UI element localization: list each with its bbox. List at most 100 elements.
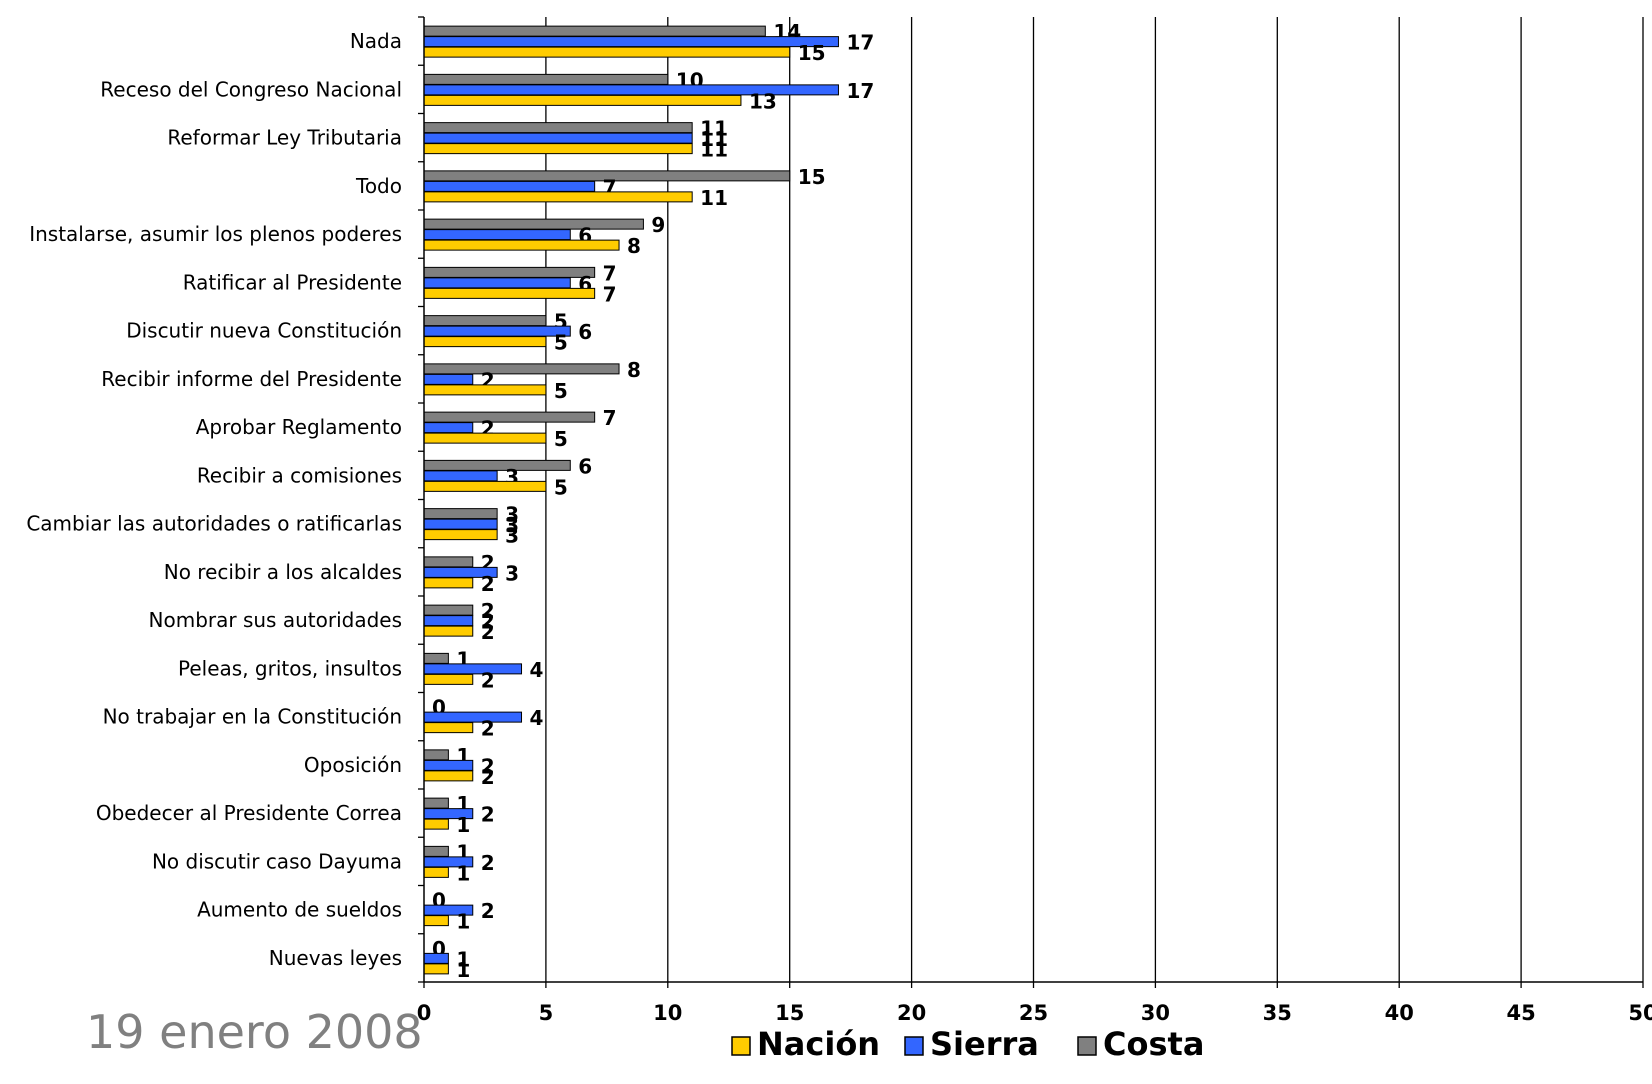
bar-nación [423,94,742,106]
data-label: 2 [481,717,495,741]
data-label: 11 [700,127,728,151]
bar-costa [423,411,596,423]
x-tick-label: 45 [1506,1001,1535,1025]
data-label: 4 [530,658,544,682]
bar-sierra [423,325,571,337]
data-label: 11 [700,186,728,210]
category-label: Aprobar Reglamento [196,415,402,439]
category-label: Discutir nueva Constitución [126,319,402,343]
bar-costa [423,459,571,471]
bar-nación [423,384,547,396]
bar-sierra [423,518,498,530]
bar-costa [423,556,474,568]
category-label: No trabajar en la Constitución [103,705,402,729]
legend-swatch-costa [1077,1036,1097,1056]
bar-sierra [423,470,498,482]
bar-sierra [423,373,474,385]
category-label: Peleas, gritos, insultos [178,656,402,680]
bar-costa [423,122,693,134]
legend-swatch-sierra [904,1036,924,1056]
data-label: 1 [456,813,470,837]
bar-costa [423,25,766,37]
bar-nación [423,722,474,734]
legend-label-sierra: Sierra [930,1025,1039,1063]
bar-nación [423,46,791,58]
data-label: 17 [846,31,874,55]
data-label: 11 [700,138,728,162]
category-label: Recibir informe del Presidente [101,367,402,391]
bar-costa [423,845,449,857]
category-label: Reformar Ley Tributaria [167,126,402,150]
bar-costa [423,218,644,230]
data-label: 5 [554,427,568,451]
data-label: 9 [651,213,665,237]
x-tick-label: 0 [417,1001,432,1025]
bar-sierra [423,759,474,771]
x-tick-label: 30 [1141,1001,1170,1025]
x-tick-label: 5 [539,1001,554,1025]
category-label: Ratificar al Presidente [183,270,402,294]
bar-nación [423,625,474,637]
bar-nación [423,818,449,830]
x-tick-label: 40 [1385,1001,1414,1025]
bar-sierra [423,422,474,434]
data-label: 1 [456,861,470,885]
data-label: 2 [481,803,495,827]
category-label: Todo [355,174,402,198]
bar-nación [423,287,596,299]
category-label: Oposición [304,753,402,777]
bar-nación [423,239,620,251]
x-tick-label: 25 [1019,1001,1048,1025]
bar-sierra [423,132,693,144]
category-label: Nuevas leyes [269,946,402,970]
bar-nación [423,529,498,541]
legend-label-nación: Nación [757,1025,880,1063]
bar-sierra [423,180,596,192]
data-label: 3 [505,503,519,527]
data-label: 3 [505,513,519,537]
category-label: Obedecer al Presidente Correa [96,801,402,825]
bar-nación [423,770,474,782]
bar-costa [423,652,449,664]
bar-sierra [423,952,449,964]
data-label: 6 [578,454,592,478]
category-label: Nada [350,29,402,53]
data-label: 5 [554,379,568,403]
data-label: 13 [749,89,777,113]
bar-sierra [423,663,523,675]
data-label: 7 [603,282,617,306]
data-label: 5 [554,475,568,499]
data-label: 2 [481,899,495,923]
bar-nación [423,336,547,348]
bar-nación [423,191,693,203]
data-label: 8 [627,234,641,258]
bar-costa [423,363,620,375]
category-label: Recibir a comisiones [197,463,402,487]
data-label: 2 [481,599,495,623]
bar-sierra [423,229,571,241]
bar-sierra [423,615,474,627]
bar-nación [423,915,449,927]
data-label: 5 [554,331,568,355]
data-label: 2 [481,572,495,596]
category-label: Instalarse, asumir los plenos poderes [29,222,402,246]
legend-swatch-nación [731,1036,751,1056]
bar-costa [423,73,669,85]
bar-costa [423,604,474,616]
data-label: 15 [798,165,826,189]
bar-costa [423,315,547,327]
data-label: 2 [481,765,495,789]
category-label: Nombrar sus autoridades [149,608,402,632]
data-label: 1 [456,910,470,934]
data-label: 2 [481,754,495,778]
bar-nación [423,432,547,444]
data-label: 3 [505,524,519,548]
bar-sierra [423,277,571,289]
x-tick-label: 10 [653,1001,682,1025]
data-label: 6 [578,320,592,344]
data-label: 2 [481,668,495,692]
data-label: 11 [700,117,728,141]
category-label: Receso del Congreso Nacional [100,77,402,101]
category-label: No recibir a los alcaldes [164,560,402,584]
